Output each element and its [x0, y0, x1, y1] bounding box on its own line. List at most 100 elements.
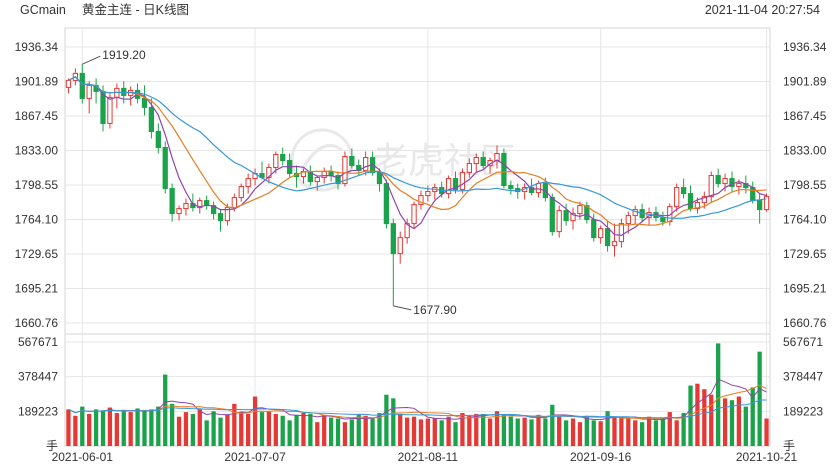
volume-bar-down [156, 406, 161, 446]
volume-bar-up [398, 413, 403, 446]
price-tick-label: 1660.76 [15, 316, 59, 330]
volume-bar-down [349, 419, 354, 446]
symbol-label: GCmain [20, 3, 66, 17]
moving-average-lines [68, 76, 767, 237]
candle-body-up [577, 205, 583, 215]
candle [390, 218, 396, 306]
volume-bar-up [764, 418, 769, 446]
candle [722, 173, 728, 192]
volume-bar-down [142, 411, 147, 446]
candle [598, 225, 604, 244]
volume-bar-up [557, 416, 562, 446]
date-tick-label: 2021-06-01 [52, 450, 114, 464]
price-tick-label: 1798.55 [15, 178, 59, 192]
volume-bar-down [453, 422, 458, 446]
candle [86, 81, 92, 114]
volume-ma20-line [68, 399, 767, 419]
volume-bar-down [716, 343, 721, 446]
candle-body-down [121, 87, 127, 96]
candle [680, 178, 687, 199]
price-tick-label: 1901.89 [783, 75, 827, 89]
volume-bar-down [563, 420, 569, 446]
candle [376, 168, 383, 192]
candle [432, 183, 438, 200]
candle [618, 218, 625, 248]
candle [528, 178, 535, 196]
candle-body-up [342, 156, 348, 185]
volume-bar-up [619, 416, 624, 446]
candle [383, 179, 390, 229]
volume-bar-up [252, 396, 258, 446]
volume-bar-up [577, 422, 583, 446]
candle-body-down [660, 217, 666, 223]
volume-bar-down [169, 403, 175, 446]
candle-body-down [162, 146, 168, 190]
high-pointer-line [82, 55, 101, 65]
volume-bar-up [114, 413, 119, 446]
ma5-line [68, 76, 767, 237]
candle-body-down [508, 185, 514, 190]
candle-body-down [210, 205, 217, 215]
candle [625, 211, 631, 234]
candle [238, 183, 244, 202]
volume-bar-up [487, 418, 493, 446]
candle-body-down [729, 178, 735, 188]
volume-bar-up [107, 407, 113, 446]
candle-body-down [584, 205, 590, 221]
candle-body-up [266, 167, 272, 179]
candle [701, 191, 707, 209]
volume-bar-down [335, 418, 341, 446]
candle-body-down [376, 172, 383, 185]
candle [293, 165, 300, 188]
volume-bar-down [660, 418, 666, 446]
date-axis: 2021-06-01 2021-07-07 2021-08-11 2021-09-16… [52, 450, 798, 464]
volume-bar-up [467, 415, 472, 446]
volume-bar-down [149, 409, 154, 446]
volume-bar-up [342, 422, 348, 446]
volume-bar-down [729, 400, 735, 446]
candle [715, 168, 721, 188]
candle-body-up [722, 178, 728, 185]
candle-body-down [563, 210, 569, 222]
candle-body-up [238, 186, 244, 199]
date-tick-label: 2021-08-11 [398, 450, 459, 464]
price-tick-label: 1867.45 [15, 109, 59, 123]
volume-bar-down [481, 413, 486, 446]
candle [756, 193, 763, 224]
volume-bar-up [266, 411, 272, 446]
volume-bar-down [591, 420, 596, 446]
candle [349, 148, 355, 169]
ma20-line [68, 76, 767, 219]
price-axis-right: 1936.34 1901.89 1867.45 1833.00 1798.55 1764.… [783, 40, 827, 330]
price-tick-label: 1729.65 [783, 247, 827, 261]
candle-body-up [314, 177, 320, 183]
candle-body-up [418, 195, 424, 206]
volume-bar-down [757, 351, 762, 446]
volume-bar-down [370, 418, 375, 446]
volume-bar-up [633, 420, 638, 446]
volume-bar-up [598, 421, 603, 446]
candle-body-up [176, 208, 182, 215]
candle [570, 207, 576, 230]
candle-body-down [549, 197, 555, 233]
volume-axis-left: 567671 378447 189223 手 [18, 335, 58, 453]
price-tick-label: 1764.10 [15, 213, 59, 227]
candle-body-down [480, 157, 486, 167]
candle-body-up [183, 203, 189, 210]
candle-body-down [100, 90, 106, 124]
candle [521, 183, 528, 200]
volume-bar-up [425, 418, 431, 446]
volume-bar-down [190, 413, 196, 446]
candle-body-down [452, 178, 459, 191]
date-tick-label: 2021-07-07 [224, 450, 286, 464]
volume-bar-down [211, 411, 216, 446]
price-tick-label: 1936.34 [783, 40, 827, 54]
price-tick-label: 1936.34 [15, 40, 59, 54]
volume-bar-down [287, 420, 292, 446]
volume-bar-up [474, 413, 479, 446]
candle-body-down [604, 228, 611, 247]
candle [141, 85, 148, 116]
candle-body-up [466, 163, 472, 174]
candle-body-down [335, 175, 341, 185]
